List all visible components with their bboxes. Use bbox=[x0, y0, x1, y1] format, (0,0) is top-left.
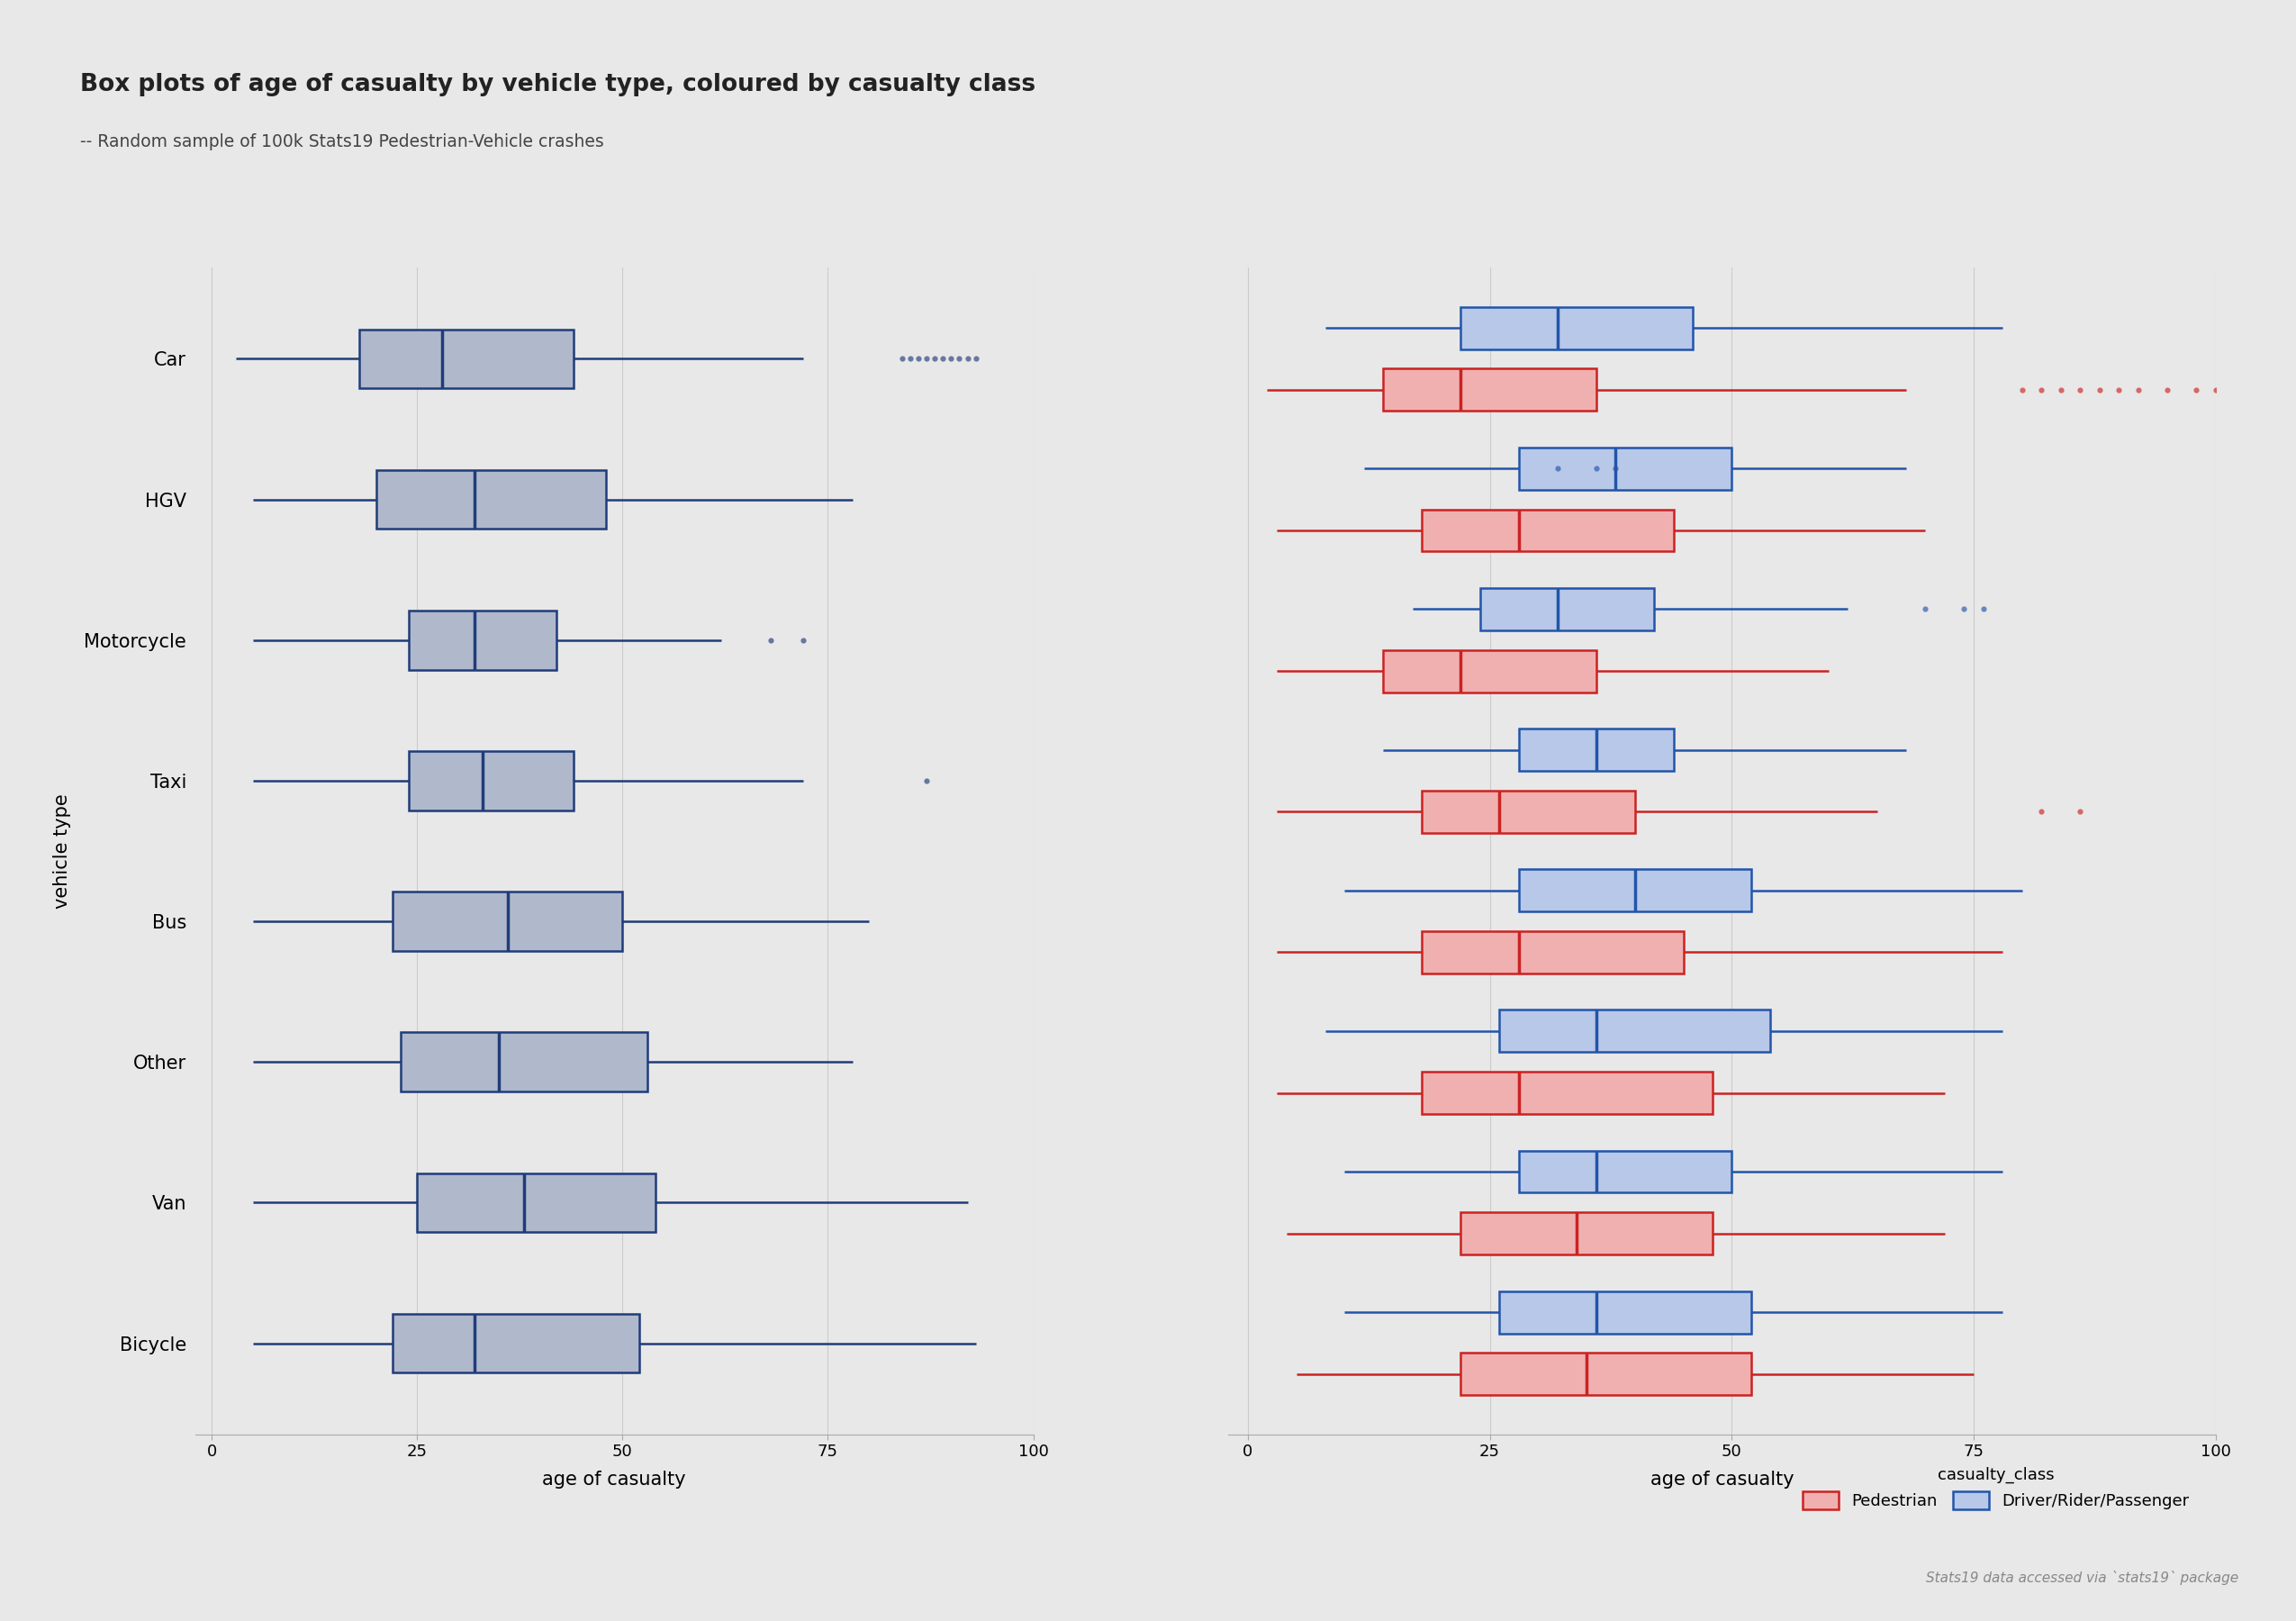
Point bbox=[2197, 376, 2234, 402]
Point bbox=[1598, 456, 1635, 481]
Bar bbox=[360, 329, 574, 389]
Bar bbox=[393, 1313, 638, 1373]
Bar bbox=[1382, 368, 1596, 410]
Point bbox=[785, 627, 822, 653]
Point bbox=[948, 345, 985, 371]
Bar bbox=[1460, 1354, 1752, 1396]
Bar bbox=[1421, 1071, 1713, 1114]
Bar bbox=[1460, 1213, 1713, 1255]
Bar bbox=[1421, 791, 1635, 833]
X-axis label: age of casualty: age of casualty bbox=[542, 1470, 687, 1488]
Point bbox=[2023, 799, 2060, 825]
Point bbox=[957, 345, 994, 371]
Bar bbox=[1518, 1151, 1731, 1193]
Text: -- Random sample of 100k Stats19 Pedestrian-Vehicle crashes: -- Random sample of 100k Stats19 Pedestr… bbox=[80, 133, 604, 151]
Point bbox=[1945, 597, 1981, 622]
Bar bbox=[377, 470, 606, 528]
Bar bbox=[409, 751, 574, 810]
Text: Stats19 data accessed via `stats19` package: Stats19 data accessed via `stats19` pack… bbox=[1926, 1571, 2239, 1585]
Bar bbox=[400, 1033, 647, 1091]
Point bbox=[2149, 376, 2186, 402]
Point bbox=[907, 345, 944, 371]
Point bbox=[1908, 597, 1945, 622]
Point bbox=[1538, 456, 1575, 481]
Bar bbox=[409, 611, 556, 669]
Bar bbox=[1518, 447, 1731, 490]
Text: Box plots of age of casualty by vehicle type, coloured by casualty class: Box plots of age of casualty by vehicle … bbox=[80, 73, 1035, 96]
Point bbox=[2023, 376, 2060, 402]
Point bbox=[2179, 376, 2216, 402]
Bar bbox=[1460, 306, 1692, 349]
Y-axis label: vehicle type: vehicle type bbox=[53, 794, 71, 908]
Legend: Pedestrian, Driver/Rider/Passenger: Pedestrian, Driver/Rider/Passenger bbox=[1795, 1461, 2195, 1516]
Point bbox=[1965, 597, 2002, 622]
Point bbox=[932, 345, 969, 371]
Bar bbox=[1518, 729, 1674, 772]
Bar bbox=[1518, 869, 1752, 911]
Point bbox=[900, 345, 937, 371]
Bar bbox=[1421, 930, 1683, 973]
Bar bbox=[418, 1174, 654, 1232]
Point bbox=[2206, 376, 2243, 402]
Bar bbox=[393, 892, 622, 952]
Bar bbox=[1499, 1292, 1752, 1334]
Bar bbox=[1499, 1010, 1770, 1052]
Point bbox=[941, 345, 978, 371]
Bar bbox=[1382, 650, 1596, 692]
Point bbox=[2080, 376, 2117, 402]
Point bbox=[2062, 376, 2099, 402]
Point bbox=[2043, 376, 2080, 402]
Point bbox=[925, 345, 962, 371]
Point bbox=[884, 345, 921, 371]
Bar bbox=[1481, 588, 1653, 631]
Point bbox=[2004, 376, 2041, 402]
Point bbox=[751, 627, 788, 653]
Point bbox=[2062, 799, 2099, 825]
Bar bbox=[1421, 509, 1674, 551]
X-axis label: age of casualty: age of casualty bbox=[1651, 1470, 1793, 1488]
Point bbox=[2119, 376, 2156, 402]
Point bbox=[891, 345, 928, 371]
Point bbox=[916, 345, 953, 371]
Point bbox=[907, 768, 944, 794]
Point bbox=[1577, 456, 1614, 481]
Point bbox=[2101, 376, 2138, 402]
